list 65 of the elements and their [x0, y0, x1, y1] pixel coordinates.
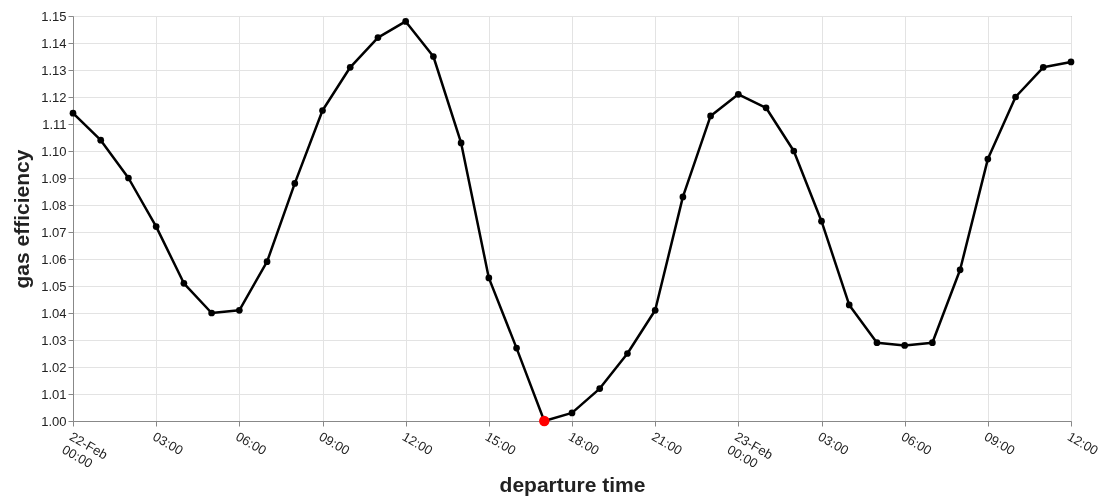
y-tick-label: 1.14 [41, 35, 67, 51]
x-tick-label: 12:00 [399, 428, 436, 459]
y-tick-label: 1.09 [41, 170, 67, 186]
point [929, 339, 936, 347]
point [651, 306, 659, 314]
point [762, 104, 770, 112]
point [235, 306, 243, 314]
point [956, 266, 964, 274]
point [873, 339, 881, 347]
point [901, 342, 909, 349]
x-tick-label: 12:00 [1065, 428, 1101, 459]
y-tick-label: 1.08 [41, 197, 67, 213]
y-tick-label: 1.13 [41, 62, 67, 78]
point [457, 139, 465, 147]
point [180, 279, 188, 287]
y-tick-label: 1.12 [41, 89, 67, 105]
y-tick-label: 1.05 [41, 278, 67, 294]
x-tick-label: 03:00 [815, 428, 852, 459]
point [596, 385, 604, 392]
point [319, 107, 326, 114]
point [374, 34, 382, 41]
x-tick-label: 06:00 [898, 428, 935, 459]
point [208, 309, 215, 317]
y-tick-label: 1.10 [41, 143, 67, 159]
y-tick-label: 1.06 [41, 251, 67, 267]
x-tick-label: 09:00 [981, 428, 1018, 459]
point [790, 147, 798, 155]
point [291, 180, 299, 187]
point [624, 350, 631, 357]
point [679, 193, 687, 201]
x-tick-label: 18:00 [566, 428, 602, 459]
point [818, 217, 825, 225]
y-tick-label: 1.07 [41, 224, 67, 240]
point [1067, 58, 1075, 66]
point [734, 90, 742, 98]
point [513, 344, 520, 352]
point [97, 136, 105, 144]
point [568, 409, 576, 417]
point [485, 274, 493, 282]
point [845, 301, 853, 309]
y-axis-title: gas efficiency [10, 149, 34, 289]
y-tick-label: 1.01 [41, 386, 67, 402]
x-tick-label: 03:00 [150, 428, 186, 459]
point [346, 63, 354, 71]
point [402, 18, 410, 25]
point [1012, 93, 1019, 101]
point [1039, 63, 1047, 71]
x-tick-label: 21:00 [649, 428, 685, 459]
x-tick-label: 09:00 [316, 428, 353, 459]
point [152, 223, 160, 230]
y-tick-label: 1.11 [42, 116, 67, 132]
y-tick-label: 1.00 [41, 413, 67, 429]
point [707, 112, 714, 120]
point [263, 258, 271, 266]
point [125, 174, 132, 182]
x-axis-title: departure time [499, 473, 646, 496]
point [69, 109, 77, 117]
y-tick-label: 1.15 [41, 8, 67, 24]
x-tick-label: 15:00 [482, 428, 519, 459]
point [430, 53, 437, 60]
y-tick-label: 1.02 [41, 359, 67, 375]
y-tick-label: 1.03 [41, 332, 67, 348]
point [984, 155, 992, 163]
x-tick-label: 06:00 [233, 428, 270, 459]
y-tick-label: 1.04 [41, 305, 67, 321]
